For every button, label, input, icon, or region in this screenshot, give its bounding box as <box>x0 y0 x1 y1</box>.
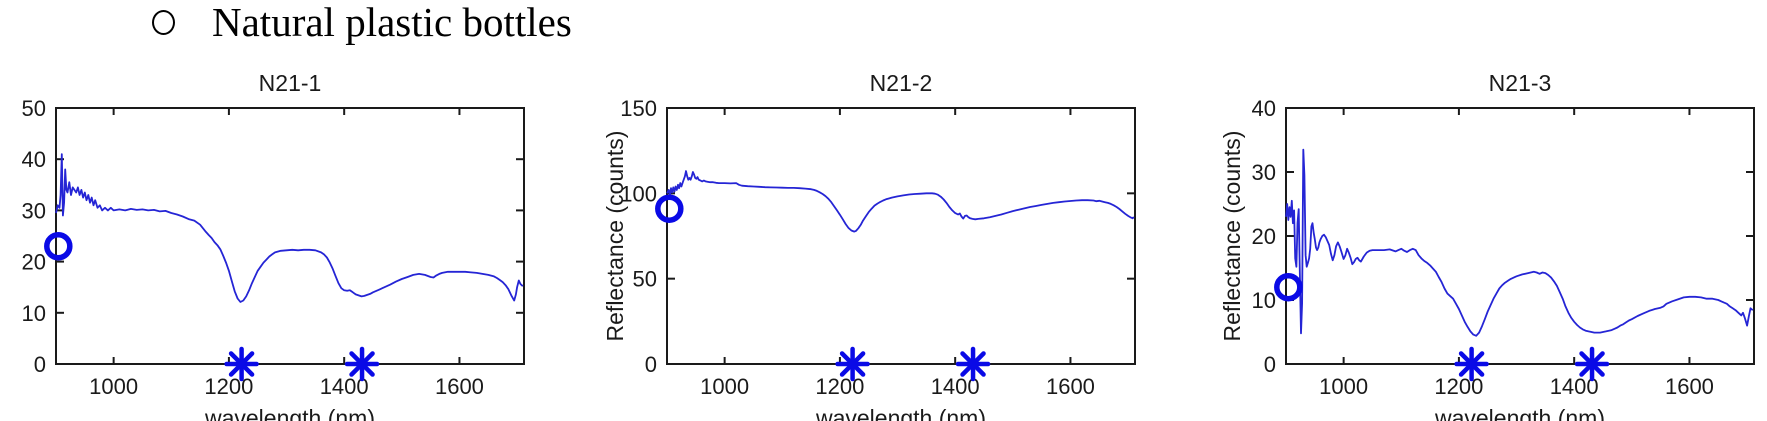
x-tick-label: 1000 <box>1319 374 1368 399</box>
asterisk-marker <box>955 346 991 382</box>
asterisk-arm <box>349 351 375 377</box>
circle-marker <box>655 194 684 223</box>
circle-marker <box>1274 272 1303 302</box>
plot-n21-3: 1000 1200 1400 1600010203040N21-3Reflectanc… <box>1180 60 1767 421</box>
asterisk-arm <box>1458 351 1485 377</box>
x-tick-label: 1600 <box>1665 374 1714 399</box>
y-tick-label: 0 <box>34 352 46 377</box>
y-tick-label: 100 <box>620 181 657 206</box>
asterisk-arm <box>1579 351 1605 377</box>
bullet-list-label: Natural plastic bottles <box>212 0 572 45</box>
y-tick-label: 30 <box>1252 160 1276 185</box>
y-tick-label: 20 <box>1252 224 1276 249</box>
axes-box <box>666 107 1136 365</box>
x-axis-label: wavelength (nm) <box>815 405 986 421</box>
y-axis-label: Reflectance (counts) <box>602 131 628 342</box>
axes-box <box>1285 107 1755 365</box>
circle-marker <box>44 231 73 261</box>
spectrum-curve <box>1285 148 1754 337</box>
plot-title: N21-2 <box>870 70 933 96</box>
x-tick-label: 1200 <box>815 374 864 399</box>
y-tick-label: 50 <box>22 96 46 121</box>
circle-bullet-icon <box>152 10 175 35</box>
y-tick-label: 150 <box>620 96 657 121</box>
y-tick-label: 30 <box>22 198 46 223</box>
x-tick-label: 1600 <box>435 374 484 399</box>
asterisk-marker <box>1454 346 1489 382</box>
x-tick-label: 1000 <box>89 374 138 399</box>
y-tick-label: 20 <box>22 250 46 275</box>
spectrum-curve <box>666 170 1135 233</box>
axes-box <box>55 107 525 365</box>
asterisk-arm <box>839 351 866 377</box>
x-tick-label: 1600 <box>1046 374 1095 399</box>
y-tick-label: 40 <box>1252 96 1276 121</box>
y-tick-label: 40 <box>22 147 46 172</box>
plot-title: N21-3 <box>1489 70 1552 96</box>
y-tick-label: 0 <box>645 352 657 377</box>
y-axis-label: Reflectance (counts) <box>1219 131 1245 342</box>
asterisk-marker <box>224 346 259 382</box>
asterisk-arm <box>960 351 986 377</box>
asterisk-marker <box>835 346 870 382</box>
plot-title: N21-1 <box>259 70 322 96</box>
x-axis-label: wavelength (nm) <box>1434 405 1605 421</box>
x-axis-label: wavelength (nm) <box>204 405 375 421</box>
asterisk-marker <box>344 346 380 382</box>
y-tick-label: 50 <box>633 267 657 292</box>
asterisk-arm <box>228 351 255 377</box>
bullet-list-item: Natural plastic bottles <box>152 0 572 44</box>
y-tick-label: 10 <box>1252 288 1276 313</box>
x-tick-label: 1000 <box>700 374 749 399</box>
x-tick-label: 1200 <box>1434 374 1483 399</box>
spectrum-curve <box>55 153 524 303</box>
x-tick-label: 1200 <box>204 374 253 399</box>
y-tick-label: 0 <box>1264 352 1276 377</box>
plot-n21-1: 100012001400160001020304050N21-1Reflecta… <box>0 60 560 421</box>
asterisk-marker <box>1574 346 1610 382</box>
plot-n21-2: 1000 1200 1400 1600050100150N21-2Reflectanc… <box>560 60 1160 421</box>
y-tick-label: 10 <box>22 301 46 326</box>
